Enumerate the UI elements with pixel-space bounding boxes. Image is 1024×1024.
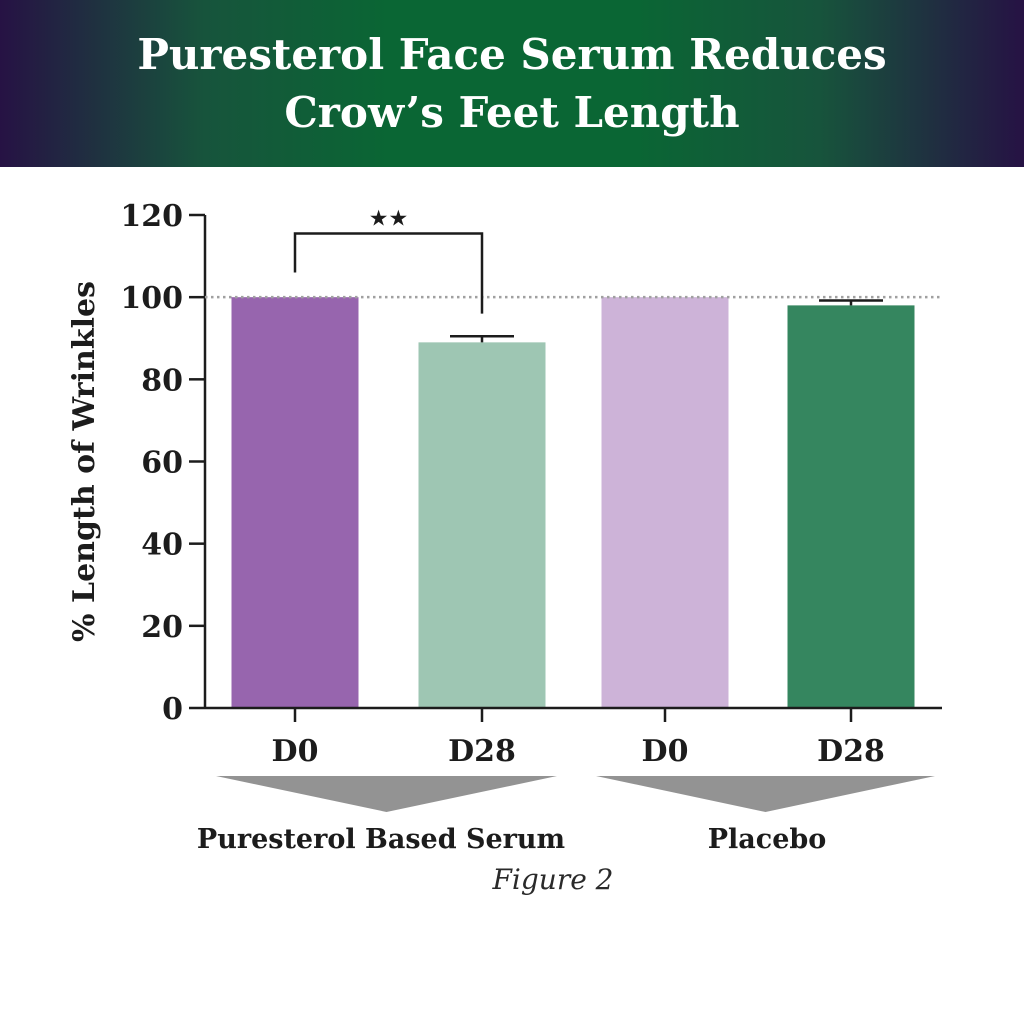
group-label-1: Puresterol Based Serum — [197, 824, 565, 855]
group-chevron-1 — [216, 776, 557, 812]
bar-2 — [418, 342, 546, 708]
y-tick-label: 0 — [162, 692, 183, 727]
y-axis-title: % Length of Wrinkles — [67, 281, 102, 642]
figure-caption: Figure 2 — [491, 863, 613, 896]
y-tick-label: 120 — [120, 199, 183, 234]
x-tick-label-3: D0 — [642, 734, 689, 769]
y-tick-label: 20 — [141, 610, 183, 645]
y-tick-label: 60 — [141, 446, 183, 481]
bar-4 — [787, 305, 915, 708]
significance-bracket — [293, 232, 484, 314]
y-tick-label: 40 — [141, 528, 183, 563]
group-chevron-2 — [596, 776, 935, 812]
significance-label: ★★ — [369, 206, 408, 231]
y-tick-label: 80 — [141, 363, 183, 398]
x-tick-label-1: D0 — [272, 734, 319, 769]
y-tick-label: 100 — [120, 281, 183, 316]
bar-1 — [231, 297, 359, 708]
x-tick-label-2: D28 — [448, 734, 516, 769]
title-banner: Puresterol Face Serum Reduces Crow’s Fee… — [0, 0, 1024, 167]
bar-chart: 0 20 40 60 80 100 120 % Length of Wrinkles D0 D28… — [67, 199, 942, 896]
chart-title: Puresterol Face Serum Reduces Crow’s Fee… — [137, 29, 887, 137]
group-label-2: Placebo — [708, 824, 827, 855]
x-tick-label-4: D28 — [817, 734, 885, 769]
bar-3 — [601, 297, 729, 708]
